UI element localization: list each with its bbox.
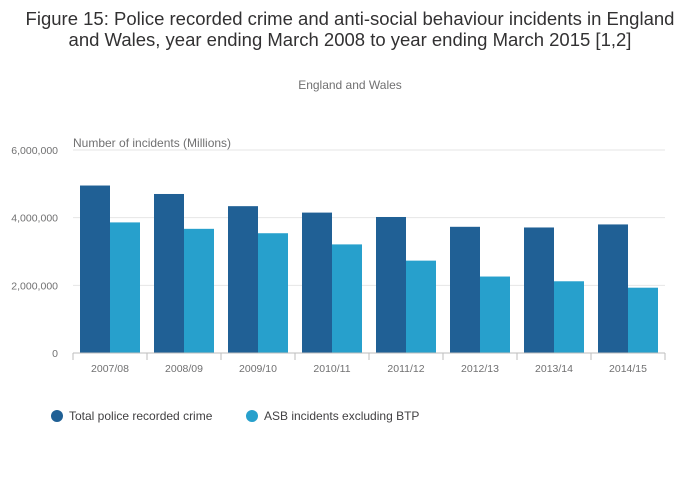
bar-total-crime-2014-15 — [598, 224, 628, 353]
legend-marker — [246, 410, 258, 422]
legend-label: Total police recorded crime — [69, 409, 213, 423]
chart-title: Figure 15: Police recorded crime and ant… — [25, 8, 675, 50]
chart-subtitle: England and Wales — [298, 78, 402, 92]
bar-total-crime-2009-10 — [228, 206, 258, 353]
bar-total-crime-2013-14 — [524, 227, 554, 353]
x-tick-label: 2013/14 — [535, 363, 573, 375]
y-tick-label: 2,000,000 — [11, 280, 58, 292]
legend: Total police recorded crime ASB incidents… — [51, 409, 419, 423]
y-tick-label: 6,000,000 — [11, 145, 58, 157]
bar-total-crime-2011-12 — [376, 216, 406, 353]
bar-asb-incidents-2012-13 — [480, 276, 510, 353]
bar-asb-incidents-2007-08 — [110, 222, 140, 353]
y-tick-label: 4,000,000 — [11, 213, 58, 225]
x-tick-label: 2010/11 — [313, 363, 350, 375]
bar-asb-incidents-2014-15 — [628, 287, 658, 353]
legend-marker — [51, 410, 63, 422]
x-axis: 2007/08 2008/09 2009/10 2010/11 2011/12 2012/… — [72, 352, 666, 375]
y-axis-ticks: 0 2,000,000 4,000,000 6,000,000 — [11, 145, 58, 360]
y-axis-label: Number of incidents (Millions) — [73, 136, 231, 150]
y-tick-label: 0 — [52, 348, 58, 360]
bar-asb-incidents-2011-12 — [406, 260, 436, 353]
x-tick-label: 2014/15 — [609, 363, 647, 375]
bar-total-crime-2007-08 — [80, 185, 110, 353]
bars — [80, 185, 658, 353]
x-tick-label: 2007/08 — [91, 363, 129, 375]
bar-asb-incidents-2009-10 — [258, 233, 288, 353]
x-tick-label: 2008/09 — [165, 363, 203, 375]
bar-asb-incidents-2008-09 — [184, 228, 214, 353]
bar-total-crime-2010-11 — [302, 212, 332, 353]
x-tick-label: 2011/12 — [387, 363, 424, 375]
x-tick-label: 2012/13 — [461, 363, 499, 375]
bar-asb-incidents-2013-14 — [554, 281, 584, 353]
bar-total-crime-2008-09 — [154, 193, 184, 353]
x-tick-label: 2009/10 — [239, 363, 277, 375]
legend-label: ASB incidents excluding BTP — [264, 409, 419, 423]
bar-total-crime-2012-13 — [450, 226, 480, 353]
bar-asb-incidents-2010-11 — [332, 244, 362, 353]
